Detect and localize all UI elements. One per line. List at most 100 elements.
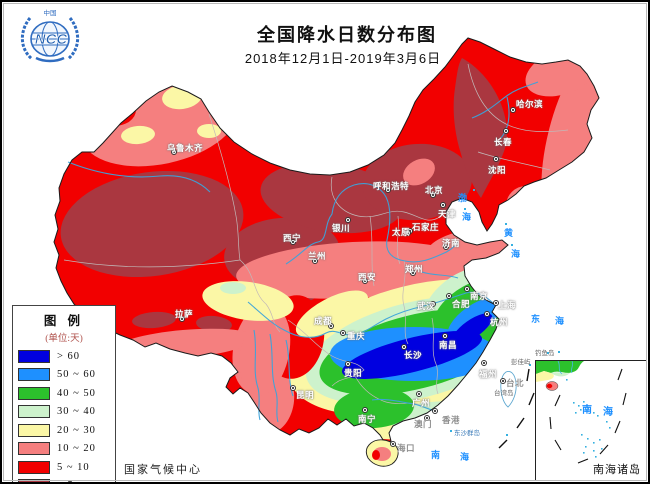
page-subtitle: 2018年12月1日-2019年3月6日 bbox=[244, 51, 442, 66]
sea-name-char-2: 黄 bbox=[504, 228, 514, 238]
city-label-fuzhou: 福州 bbox=[479, 369, 498, 379]
city-marker-guiyang bbox=[345, 361, 351, 367]
legend-label-1: 50 ~ 60 bbox=[57, 369, 96, 381]
sea-name-char-3: 海 bbox=[511, 249, 521, 259]
legend-swatch-lg30_40 bbox=[18, 405, 50, 419]
city-marker-zhengzhou bbox=[410, 270, 416, 276]
legend-swatch-r5_10 bbox=[18, 460, 50, 474]
city-label-xianggang: 香港 bbox=[442, 415, 461, 425]
city-marker-hefei bbox=[446, 293, 452, 299]
city-label-wuhan: 武汉 bbox=[417, 301, 436, 311]
page-title: 全国降水日数分布图 bbox=[257, 25, 437, 45]
city-label-huhehaote: 呼和浩特 bbox=[373, 181, 410, 191]
legend-row-1: 50 ~ 60 bbox=[13, 366, 115, 385]
sea-name-char-1: 海 bbox=[462, 212, 472, 222]
legend-row-7: < 5 bbox=[13, 477, 115, 482]
city-marker-yinchuan bbox=[345, 217, 351, 223]
logo-region-text: 中国 bbox=[44, 8, 57, 17]
legend-row-3: 30 ~ 40 bbox=[13, 403, 115, 422]
city-marker-nanchang bbox=[442, 333, 448, 339]
city-label-chongqing: 重庆 bbox=[347, 331, 366, 341]
city-marker-beijing bbox=[430, 192, 436, 198]
city-marker-chongqing bbox=[340, 330, 346, 336]
city-label-wulumuqi: 乌鲁木齐 bbox=[167, 143, 204, 153]
city-label-guangzhou: 广州 bbox=[412, 398, 431, 408]
city-label-haikou: 海口 bbox=[397, 443, 416, 453]
hainan-island bbox=[365, 439, 399, 467]
inset-caption: 南海诸岛 bbox=[593, 464, 641, 476]
legend-swatch-gt60 bbox=[18, 349, 50, 363]
city-marker-haikou bbox=[390, 441, 396, 447]
city-label-haerbin: 哈尔滨 bbox=[516, 99, 544, 109]
sea-name-char-5: 海 bbox=[555, 316, 565, 326]
city-label-xining: 西宁 bbox=[283, 233, 302, 243]
city-marker-aomen bbox=[424, 415, 430, 421]
city-marker-nanjing bbox=[464, 286, 470, 292]
city-marker-lanzhou bbox=[312, 258, 318, 264]
island-label-2: 彭佳屿 bbox=[511, 359, 531, 366]
city-marker-shanghai bbox=[493, 300, 499, 306]
credit-text: 国家气候中心 bbox=[124, 464, 202, 476]
city-marker-shenyang bbox=[493, 156, 499, 162]
city-label-changchun: 长春 bbox=[494, 137, 513, 147]
nine-dash-segments bbox=[498, 368, 535, 449]
rivers bbox=[67, 81, 539, 423]
legend-label-5: 10 ~ 20 bbox=[57, 443, 96, 455]
island-label-3: 东沙群岛 bbox=[454, 430, 480, 437]
city-label-nanchang: 南昌 bbox=[439, 340, 458, 350]
city-label-jinan: 济南 bbox=[442, 238, 461, 248]
city-marker-guangzhou bbox=[416, 391, 422, 397]
inset-mini-map bbox=[536, 361, 627, 464]
city-label-shanghai: 上海 bbox=[498, 300, 517, 310]
city-marker-taibei bbox=[500, 378, 506, 384]
city-label-aomen: 澳门 bbox=[414, 419, 433, 429]
legend-swatch-g40_50 bbox=[18, 386, 50, 400]
city-label-taibei: 台北 bbox=[506, 378, 525, 388]
city-label-tianjin: 天津 bbox=[438, 209, 457, 219]
region-lt5-days bbox=[60, 58, 507, 333]
sea-name-char-7: 海 bbox=[460, 452, 470, 462]
legend-swatch-p10_20 bbox=[18, 442, 50, 456]
logo-ncc-text: NCC bbox=[35, 31, 69, 48]
city-marker-haerbin bbox=[510, 107, 516, 113]
legend-row-5: 10 ~ 20 bbox=[13, 440, 115, 459]
legend-swatch-b50_60 bbox=[18, 368, 50, 382]
city-marker-xian bbox=[362, 278, 368, 284]
island-label-0: 台湾岛 bbox=[494, 390, 514, 397]
sea-name-char-6: 南 bbox=[431, 450, 441, 460]
city-label-taiyuan: 太原 bbox=[392, 227, 411, 237]
city-label-guiyang: 贵阳 bbox=[344, 368, 363, 378]
national-boundary bbox=[53, 37, 600, 444]
city-marker-changchun bbox=[503, 128, 509, 134]
city-marker-jinan bbox=[443, 244, 449, 250]
city-label-hangzhou: 杭州 bbox=[490, 317, 509, 327]
city-marker-xianggang bbox=[432, 408, 438, 414]
inset-nine-dash bbox=[549, 368, 627, 464]
city-marker-nanning bbox=[362, 407, 368, 413]
city-label-kunming: 昆明 bbox=[296, 390, 315, 400]
inset-sea-char-0: 南 bbox=[582, 405, 592, 416]
legend-label-7: < 5 bbox=[57, 480, 74, 482]
city-marker-kunming bbox=[290, 385, 296, 391]
city-label-yinchuan: 银川 bbox=[332, 223, 351, 233]
sea-name-char-0: 渤 bbox=[458, 193, 468, 203]
sea-name-char-4: 东 bbox=[531, 314, 541, 324]
city-marker-taiyuan bbox=[405, 230, 411, 236]
city-marker-tianjin bbox=[440, 202, 446, 208]
city-label-lasa: 拉萨 bbox=[175, 309, 194, 319]
inset-island-dots bbox=[566, 379, 611, 458]
legend-unit: (单位:天) bbox=[45, 334, 83, 344]
city-label-changsha: 长沙 bbox=[404, 350, 423, 360]
city-label-nanning: 南宁 bbox=[358, 414, 377, 424]
legend-label-2: 40 ~ 50 bbox=[57, 387, 96, 399]
city-marker-lasa bbox=[179, 316, 185, 322]
city-label-shijiazhuang: 石家庄 bbox=[412, 222, 440, 232]
city-marker-hangzhou bbox=[484, 311, 490, 317]
legend-label-0: > 60 bbox=[57, 350, 81, 362]
legend-row-4: 20 ~ 30 bbox=[13, 421, 115, 440]
south-china-sea-inset: 南海 南海诸岛 bbox=[535, 360, 647, 481]
city-label-hefei: 合肥 bbox=[452, 299, 471, 309]
ncc-logo-emblem: 中国 NCC bbox=[20, 8, 80, 63]
